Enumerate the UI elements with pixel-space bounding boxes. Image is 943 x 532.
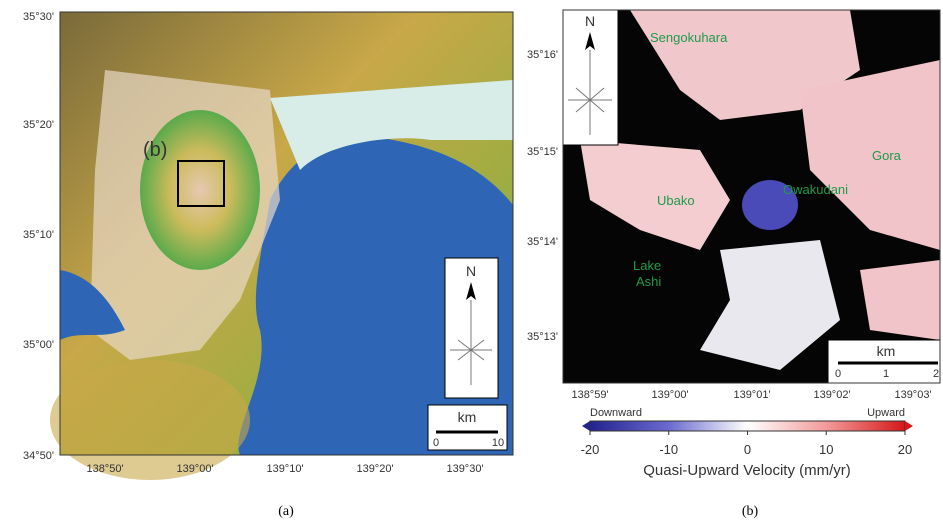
north-label: N	[466, 263, 476, 279]
scale-label: 1	[883, 368, 889, 380]
lat-label: 35°00'	[23, 339, 54, 351]
place-label: Sengokuhara	[650, 30, 728, 45]
izu	[50, 360, 250, 480]
north-label: N	[585, 13, 595, 29]
patch	[860, 260, 940, 340]
lat-label: 35°14'	[527, 236, 558, 248]
lon-label: 139°20'	[356, 463, 393, 475]
lon-label: 139°00'	[176, 463, 213, 475]
colorbar-title: Quasi-Upward Velocity (mm/yr)	[643, 462, 851, 479]
colorbar-tick-label: -20	[581, 442, 600, 457]
lon-label: 139°03'	[894, 389, 931, 401]
colorbar-end	[905, 421, 913, 431]
caption: (b)	[742, 504, 759, 519]
place-label: Owakudani	[783, 182, 848, 197]
colorbar-tick-label: 10	[819, 442, 833, 457]
scale-unit: km	[877, 343, 896, 359]
colorbar-end	[582, 421, 590, 431]
page: (b) N km 0 10 (a) N Sengokuhara Gora Owa…	[0, 0, 943, 532]
scale-label: 2	[933, 368, 939, 380]
lon-label: 139°01'	[733, 389, 770, 401]
lon-label: 139°00'	[651, 389, 688, 401]
lat-label: 35°10'	[23, 229, 54, 241]
map-a: (b) N km 0 10	[50, 12, 513, 480]
lat-label: 35°15'	[527, 146, 558, 158]
lat-label: 34°50'	[23, 450, 54, 462]
colorbar-tick-label: -10	[659, 442, 678, 457]
lat-label: 35°20'	[23, 119, 54, 131]
scale-label: 0	[433, 437, 439, 449]
lon-label: 139°02'	[813, 389, 850, 401]
colorbar-tick-label: 20	[898, 442, 912, 457]
scale-label: 0	[835, 368, 841, 380]
place-label: Ubako	[657, 193, 695, 208]
lon-label: 139°10'	[266, 463, 303, 475]
inset-label: (b)	[143, 139, 167, 161]
lat-label: 35°30'	[23, 11, 54, 23]
lat-label: 35°13'	[527, 331, 558, 343]
lon-label: 138°50'	[86, 463, 123, 475]
place-label: Gora	[872, 148, 902, 163]
hakone	[140, 110, 260, 270]
scale-label: 10	[492, 437, 504, 449]
figure: (b) N km 0 10 (a) N Sengokuhara Gora Owa…	[0, 0, 943, 527]
colorbar-right-label: Upward	[867, 407, 905, 419]
lon-label: 139°30'	[446, 463, 483, 475]
lon-label: 138°59'	[571, 389, 608, 401]
caption: (a)	[278, 504, 294, 519]
colorbar-tick-label: 0	[744, 442, 751, 457]
lat-label: 35°16'	[527, 49, 558, 61]
scale-unit: km	[458, 409, 477, 425]
colorbar-left-label: Downward	[590, 407, 642, 419]
colorbar	[590, 421, 905, 431]
